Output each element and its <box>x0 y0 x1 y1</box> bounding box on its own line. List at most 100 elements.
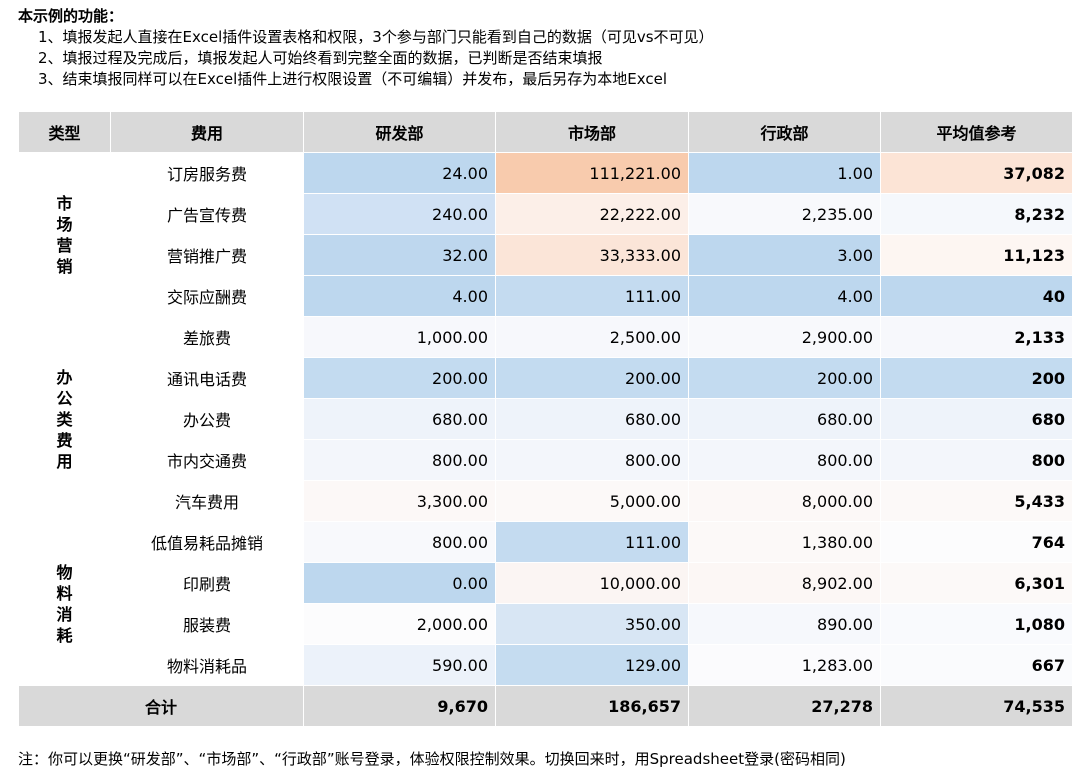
expense-name-cell[interactable]: 办公费 <box>110 398 304 440</box>
average-cell[interactable]: 1,080 <box>880 603 1073 645</box>
value-cell-admin[interactable]: 8,902.00 <box>688 562 881 604</box>
value-cell-rd[interactable]: 680.00 <box>303 398 496 440</box>
table-row: 物料消耗 低值易耗品摊销 800.00 111.00 1,380.00 764 <box>18 521 1073 686</box>
table-row: 服装费 2,000.00 350.00 890.00 1,080 <box>19 603 1073 645</box>
category-cell-office[interactable]: 办公类费用 <box>18 316 111 522</box>
average-cell[interactable]: 37,082 <box>880 152 1073 194</box>
table-row: 办公类费用 差旅费 1,000.00 2,500.00 2,900.00 2,133 <box>18 316 1073 522</box>
value-cell-marketing[interactable]: 33,333.00 <box>495 234 689 276</box>
header-cell-rd[interactable]: 研发部 <box>303 111 496 153</box>
expense-name-cell[interactable]: 广告宣传费 <box>110 193 304 235</box>
category-cell-marketing[interactable]: 市场营销 <box>18 152 111 317</box>
value-cell-marketing[interactable]: 680.00 <box>495 398 689 440</box>
total-cell-admin[interactable]: 27,278 <box>688 685 881 727</box>
value-cell-admin[interactable]: 3.00 <box>688 234 881 276</box>
value-cell-marketing[interactable]: 111.00 <box>495 275 689 317</box>
header-cell-average[interactable]: 平均值参考 <box>880 111 1073 153</box>
average-cell[interactable]: 800 <box>880 439 1073 481</box>
intro-line-3: 3、结束填报同样可以在Excel插件上进行权限设置（不可编辑）并发布，最后另存为… <box>38 70 668 88</box>
header-cell-admin[interactable]: 行政部 <box>688 111 881 153</box>
value-cell-admin[interactable]: 4.00 <box>688 275 881 317</box>
average-cell[interactable]: 40 <box>880 275 1073 317</box>
expense-name-cell[interactable]: 印刷费 <box>110 562 304 604</box>
value-cell-marketing[interactable]: 2,500.00 <box>495 316 689 358</box>
value-cell-marketing[interactable]: 5,000.00 <box>495 480 689 522</box>
value-cell-rd[interactable]: 240.00 <box>303 193 496 235</box>
average-cell[interactable]: 5,433 <box>880 480 1073 522</box>
value-cell-admin[interactable]: 8,000.00 <box>688 480 881 522</box>
expense-table: 类型 费用 研发部 市场部 行政部 平均值参考 市场营销 订房服务费 24.00 11… <box>18 111 1073 727</box>
table-row: 汽车费用 3,300.00 5,000.00 8,000.00 5,433 <box>19 480 1073 522</box>
intro-line-1: 1、填报发起人直接在Excel插件设置表格和权限，3个参与部门只能看到自己的数据… <box>38 28 714 46</box>
category-label: 物料消耗 <box>56 562 73 645</box>
expense-name-cell[interactable]: 营销推广费 <box>110 234 304 276</box>
header-cell-marketing[interactable]: 市场部 <box>495 111 689 153</box>
table-row: 广告宣传费 240.00 22,222.00 2,235.00 8,232 <box>19 193 1073 235</box>
value-cell-marketing[interactable]: 350.00 <box>495 603 689 645</box>
table-row: 印刷费 0.00 10,000.00 8,902.00 6,301 <box>19 562 1073 604</box>
value-cell-admin[interactable]: 1,380.00 <box>688 521 881 563</box>
intro-text: 本示例的功能： 1、填报发起人直接在Excel插件设置表格和权限，3个参与部门只… <box>18 6 714 90</box>
value-cell-marketing[interactable]: 800.00 <box>495 439 689 481</box>
table-row: 营销推广费 32.00 33,333.00 3.00 11,123 <box>19 234 1073 276</box>
expense-name-cell[interactable]: 通讯电话费 <box>110 357 304 399</box>
average-cell[interactable]: 2,133 <box>880 316 1073 358</box>
expense-name-cell[interactable]: 差旅费 <box>110 316 304 358</box>
value-cell-rd[interactable]: 4.00 <box>303 275 496 317</box>
value-cell-admin[interactable]: 2,900.00 <box>688 316 881 358</box>
value-cell-rd[interactable]: 2,000.00 <box>303 603 496 645</box>
value-cell-marketing[interactable]: 10,000.00 <box>495 562 689 604</box>
total-cell-rd[interactable]: 9,670 <box>303 685 496 727</box>
category-cell-materials[interactable]: 物料消耗 <box>18 521 111 686</box>
value-cell-rd[interactable]: 32.00 <box>303 234 496 276</box>
value-cell-marketing[interactable]: 22,222.00 <box>495 193 689 235</box>
average-cell[interactable]: 11,123 <box>880 234 1073 276</box>
table-row: 通讯电话费 200.00 200.00 200.00 200 <box>19 357 1073 399</box>
category-label: 办公类费用 <box>56 367 73 471</box>
intro-title: 本示例的功能： <box>18 7 124 25</box>
expense-name-cell[interactable]: 服装费 <box>110 603 304 645</box>
value-cell-rd[interactable]: 590.00 <box>303 644 496 686</box>
average-cell[interactable]: 764 <box>880 521 1073 563</box>
average-cell[interactable]: 667 <box>880 644 1073 686</box>
average-cell[interactable]: 680 <box>880 398 1073 440</box>
value-cell-rd[interactable]: 200.00 <box>303 357 496 399</box>
expense-name-cell[interactable]: 物料消耗品 <box>110 644 304 686</box>
value-cell-marketing[interactable]: 200.00 <box>495 357 689 399</box>
expense-name-cell[interactable]: 交际应酬费 <box>110 275 304 317</box>
value-cell-rd[interactable]: 800.00 <box>303 521 496 563</box>
table-header-row: 类型 费用 研发部 市场部 行政部 平均值参考 <box>18 111 1073 153</box>
value-cell-rd[interactable]: 800.00 <box>303 439 496 481</box>
value-cell-admin[interactable]: 200.00 <box>688 357 881 399</box>
value-cell-marketing[interactable]: 111.00 <box>495 521 689 563</box>
expense-name-cell[interactable]: 低值易耗品摊销 <box>110 521 304 563</box>
table-row: 交际应酬费 4.00 111.00 4.00 40 <box>19 275 1073 317</box>
total-cell-marketing[interactable]: 186,657 <box>495 685 689 727</box>
total-label[interactable]: 合计 <box>18 685 304 727</box>
value-cell-admin[interactable]: 1,283.00 <box>688 644 881 686</box>
value-cell-rd[interactable]: 0.00 <box>303 562 496 604</box>
value-cell-rd[interactable]: 1,000.00 <box>303 316 496 358</box>
expense-name-cell[interactable]: 汽车费用 <box>110 480 304 522</box>
value-cell-marketing[interactable]: 129.00 <box>495 644 689 686</box>
header-cell-expense[interactable]: 费用 <box>110 111 304 153</box>
expense-name-cell[interactable]: 订房服务费 <box>110 152 304 194</box>
value-cell-admin[interactable]: 890.00 <box>688 603 881 645</box>
value-cell-admin[interactable]: 1.00 <box>688 152 881 194</box>
value-cell-rd[interactable]: 3,300.00 <box>303 480 496 522</box>
header-cell-type[interactable]: 类型 <box>18 111 111 153</box>
table-row: 市场营销 订房服务费 24.00 111,221.00 1.00 37,082 <box>18 152 1073 317</box>
table-row: 办公费 680.00 680.00 680.00 680 <box>19 398 1073 440</box>
average-cell[interactable]: 8,232 <box>880 193 1073 235</box>
expense-name-cell[interactable]: 市内交通费 <box>110 439 304 481</box>
value-cell-admin[interactable]: 680.00 <box>688 398 881 440</box>
category-label: 市场营销 <box>56 193 73 276</box>
total-cell-average[interactable]: 74,535 <box>880 685 1073 727</box>
value-cell-admin[interactable]: 800.00 <box>688 439 881 481</box>
average-cell[interactable]: 200 <box>880 357 1073 399</box>
value-cell-rd[interactable]: 24.00 <box>303 152 496 194</box>
total-row: 合计 9,670 186,657 27,278 74,535 <box>18 685 1073 727</box>
average-cell[interactable]: 6,301 <box>880 562 1073 604</box>
value-cell-marketing[interactable]: 111,221.00 <box>495 152 689 194</box>
value-cell-admin[interactable]: 2,235.00 <box>688 193 881 235</box>
